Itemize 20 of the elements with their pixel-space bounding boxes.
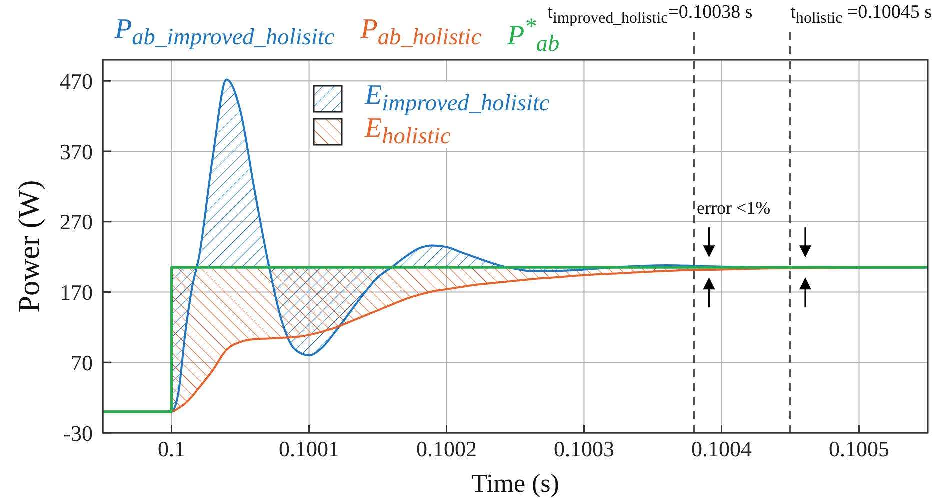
annotation: error <1% [697, 198, 771, 219]
text: P$_{ab_holistic}$ [360, 14, 482, 53]
y-tick-label: 470 [60, 68, 93, 94]
x-axis-title: Time (s) [472, 469, 560, 498]
ref-line-label: t$_{holistic}$ =0.10045 s [790, 2, 932, 28]
x-tick-label: 0.1 [158, 436, 186, 462]
x-tick-label: 0.1003 [554, 436, 614, 462]
y-tick-label: 370 [60, 139, 93, 164]
y-tick-label: -30 [64, 420, 93, 446]
x-tick-label: 0.1004 [692, 436, 752, 462]
annotation: E$_{improved_holisitc}$ [365, 80, 550, 116]
x-tick-label: 0.1001 [279, 436, 340, 462]
ref-line-label: t$_{improved_holistic}$=0.10038 s [548, 2, 753, 28]
x-tick-label: 0.1005 [829, 436, 890, 462]
x-tick-label: 0.1002 [416, 436, 477, 462]
y-tick-label: 170 [60, 280, 93, 306]
y-tick-label: 270 [60, 210, 93, 235]
y-tick-label: 70 [71, 350, 93, 376]
y-axis-title: Power (W) [12, 180, 46, 313]
series-label: P$_{ab_improved_holisitc}$ [115, 14, 335, 53]
